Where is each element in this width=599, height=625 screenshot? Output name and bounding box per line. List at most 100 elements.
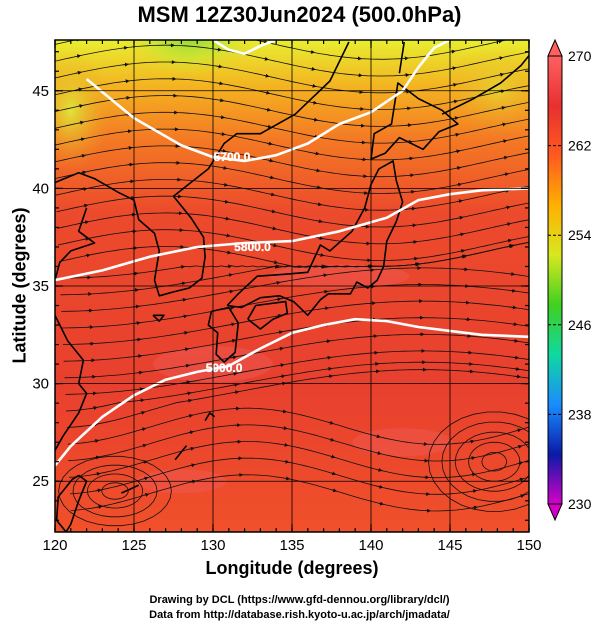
stream-arrow: [312, 117, 319, 122]
stream-arrow: [96, 488, 102, 493]
stream-arrow: [181, 314, 188, 319]
stream-arrow: [142, 476, 149, 481]
colorbar-tick-label: 230: [568, 496, 592, 512]
stream-arrow: [404, 89, 411, 94]
ticks: [54, 40, 530, 532]
y-tick-label: 45: [32, 83, 49, 100]
stream-arrow: [275, 280, 281, 285]
stream-arrow: [504, 205, 511, 210]
stream-arrow: [228, 306, 235, 310]
stream-arrow: [219, 115, 226, 120]
stream-arrow: [282, 442, 289, 447]
stream-arrow: [267, 158, 274, 163]
stream-arrow: [329, 454, 336, 459]
stream-arrow: [405, 106, 412, 111]
stream-arrow: [322, 289, 329, 294]
colorbar-extend-min: [547, 503, 563, 522]
stream-arrow: [229, 322, 236, 327]
stream-arrow: [269, 192, 276, 197]
coastline-kurils: [441, 55, 529, 115]
stream-arrow: [498, 72, 505, 77]
contour-5900-0: [55, 317, 529, 467]
stream-arrow: [273, 264, 280, 269]
stream-arrow: [376, 451, 382, 455]
stream-arrow: [309, 49, 315, 54]
eddy-streamline: [101, 482, 129, 500]
stream-arrow: [187, 414, 194, 418]
stream-arrow: [469, 439, 475, 444]
x-tick-label: 145: [437, 537, 462, 554]
stream-arrow: [321, 273, 328, 278]
stream-arrow: [459, 249, 466, 253]
stream-arrow: [128, 179, 135, 184]
x-axis-label: Longitude (degrees): [205, 558, 379, 578]
x-tick-label: 125: [121, 537, 146, 554]
stream-arrow: [457, 199, 463, 204]
stream-arrow: [84, 253, 91, 258]
stream-arrow: [221, 165, 228, 170]
y-tick-label: 25: [32, 473, 49, 490]
stream-arrow: [450, 66, 457, 71]
stream-arrow: [510, 288, 517, 293]
contour-label: 5700.0: [214, 150, 251, 164]
stream-arrow: [314, 168, 321, 173]
stream-arrow: [141, 443, 147, 448]
stream-arrow: [81, 170, 87, 175]
stream-arrow: [506, 238, 513, 243]
stream-arrow: [263, 73, 270, 78]
stream-arrow: [139, 410, 146, 415]
stream-arrow: [403, 56, 409, 61]
stream-arrow: [376, 467, 383, 472]
stream-arrow: [325, 355, 332, 360]
stream-arrow: [454, 132, 460, 137]
stream-arrow: [130, 212, 136, 217]
stream-arrow: [411, 240, 418, 244]
stream-arrow: [412, 256, 419, 261]
stream-arrow: [458, 232, 465, 237]
stream-arrow: [263, 56, 269, 61]
stream-arrow: [323, 306, 330, 311]
stream-arrow: [328, 437, 335, 442]
stream-arrow: [139, 398, 145, 403]
stream-arrow: [455, 166, 462, 171]
stream-arrow: [513, 355, 520, 360]
stream-arrow: [182, 330, 189, 335]
stream-arrow: [277, 330, 284, 335]
coastline-shandong: [55, 207, 96, 281]
x-tick-label: 135: [279, 537, 304, 554]
stream-arrow: [186, 398, 193, 403]
stream-arrow: [78, 120, 85, 125]
stream-arrow: [143, 492, 150, 497]
stream-arrow: [565, 465, 570, 466]
stream-arrow: [122, 45, 129, 50]
stream-arrow: [189, 463, 196, 468]
stream-arrow: [511, 305, 517, 310]
stream-arrow: [271, 243, 278, 248]
coastline-china-east: [55, 314, 88, 453]
stream-arrow: [518, 477, 524, 482]
contour-5700-0: [212, 40, 277, 55]
stream-arrow: [408, 173, 415, 178]
colorbar-body: [547, 55, 563, 505]
eddy-streamline: [86, 473, 144, 509]
stream-arrow: [497, 56, 504, 61]
y-axis-label: Latitude (degrees): [9, 207, 30, 364]
stream-arrow: [267, 141, 273, 146]
stream-arrow: [224, 216, 230, 221]
stream-arrow: [84, 236, 90, 241]
coastline-taiwan: [55, 474, 88, 532]
stream-arrow: [409, 189, 416, 194]
stream-arrow: [456, 182, 463, 187]
stream-arrow: [565, 449, 570, 450]
stream-arrow: [311, 100, 318, 105]
stream-arrow: [501, 139, 508, 144]
eddy-streamline: [72, 464, 158, 518]
stream-arrow: [469, 456, 476, 461]
stream-arrow: [82, 203, 89, 208]
stream-arrow: [283, 459, 290, 464]
eddy-streamline: [468, 441, 521, 482]
stream-arrow: [123, 79, 130, 84]
colorbar-tick-label: 238: [568, 406, 592, 422]
stream-arrow: [318, 236, 324, 241]
